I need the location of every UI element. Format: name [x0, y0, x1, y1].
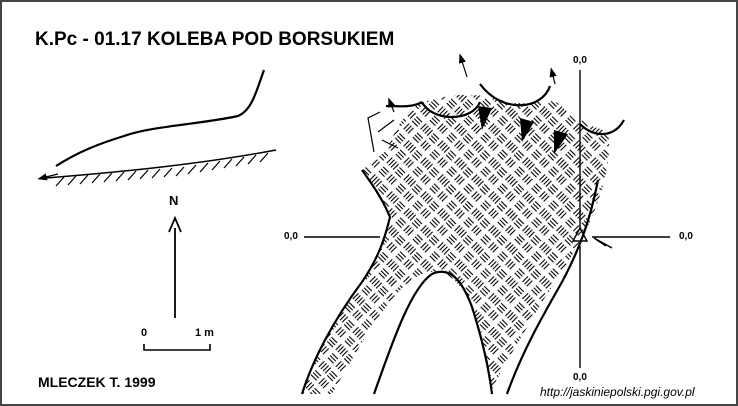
profile-floor-line — [45, 149, 277, 179]
scale-bar — [143, 344, 211, 351]
map-title: K.Pc - 01.17 KOLEBA POD BORSUKIEM — [35, 29, 395, 50]
cross-section-profile — [37, 69, 277, 187]
source-url: http://jaskiniepolski.pgi.gov.pl — [540, 385, 695, 399]
cave-inner-pillar — [332, 271, 492, 394]
north-label: N — [169, 193, 179, 208]
level-label-left: 0,0 — [284, 231, 298, 242]
cave-entrance-arrows — [367, 111, 399, 153]
author-credit: MLECZEK T. 1999 — [38, 374, 156, 390]
datum-lines — [304, 70, 670, 368]
north-arrow — [168, 215, 182, 318]
slope-marker-1 — [478, 106, 492, 130]
profile-direction-arrow — [37, 173, 59, 181]
datum-pointer — [593, 237, 613, 249]
cave-wall-pillar — [372, 270, 494, 395]
level-label-right: 0,0 — [679, 231, 693, 242]
cave-wall-right — [505, 179, 600, 395]
cave-drip-2 — [479, 83, 552, 107]
scale-end-label: 1 m — [195, 327, 214, 339]
scale-start-label: 0 — [141, 327, 148, 339]
slope-marker-3 — [554, 130, 568, 154]
profile-floor-hatching — [55, 152, 269, 187]
datum-point-triangle — [571, 226, 589, 242]
level-label-bottom: 0,0 — [573, 372, 587, 383]
profile-ceiling-line — [55, 69, 266, 167]
cave-drip-4 — [579, 119, 625, 136]
cave-wall-left — [300, 169, 392, 395]
cave-drip-1 — [421, 101, 482, 119]
slope-marker-2 — [520, 118, 534, 142]
cave-plan — [300, 53, 625, 395]
level-label-top: 0,0 — [573, 55, 587, 66]
